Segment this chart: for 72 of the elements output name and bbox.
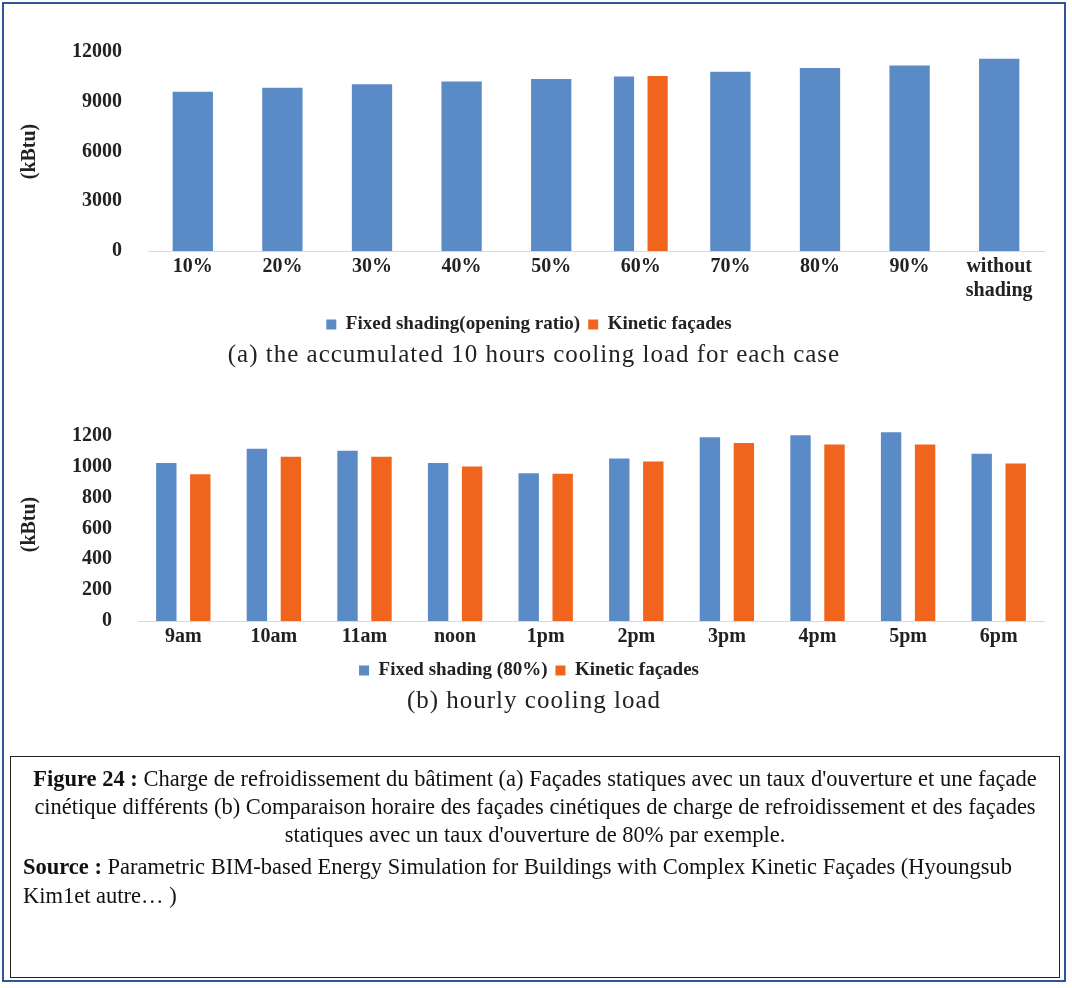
x-tick-label: 9am [164, 624, 202, 647]
bar [1005, 463, 1026, 621]
y-tick-label: 9000 [82, 88, 122, 111]
y-tick-label: 12000 [72, 39, 122, 62]
bar [824, 444, 845, 621]
y-tick-label: 200 [82, 577, 112, 600]
bar [643, 461, 664, 621]
y-tick-label: 600 [82, 515, 112, 538]
bar [172, 91, 213, 251]
bar [552, 473, 573, 621]
bar [914, 444, 936, 621]
x-tick-label: 80% [800, 254, 840, 277]
y-tick-label: 400 [82, 546, 112, 569]
x-tick-label: noon [433, 624, 477, 647]
caption: Figure 24 : Charge de refroidissement du bâtiment (a) Façades statiques avec un taux d'ouverture et une façade cinétique différents (b) Comparaison horaire des façades cinétiques de charge de refroidissement et des façades statiques avec un taux d'ouverture de 80% par exemple. [32, 765, 1038, 850]
y-tick-label: 3000 [82, 188, 122, 211]
text: (b) hourly cooling load [405, 686, 663, 714]
y-tick-label: 1200 [72, 422, 112, 445]
x-tick-label: 6pm [979, 624, 1018, 648]
bar [979, 58, 1020, 251]
bar [351, 84, 393, 251]
bar [156, 463, 177, 621]
x-tick-label: 10am [250, 624, 298, 647]
x-tick-label: 90% [889, 254, 930, 277]
bar [190, 474, 211, 621]
source-note: Source : Parametric BIM-based Energy Simulation for Buildings with Complex Kinetic Façades (Hyoungsub Kim1et autre… ) [23, 853, 1014, 910]
bar [699, 437, 721, 621]
bar [889, 65, 930, 251]
y-tick-label: 0 [102, 608, 112, 631]
x-tick-label: 2pm [617, 624, 656, 648]
y-tick-label: 800 [82, 484, 112, 507]
x-tick-label: 5pm [889, 624, 928, 648]
y-axis-title: (kBtu) [17, 123, 41, 180]
bar [880, 432, 902, 621]
x-tick-label: 40% [441, 254, 482, 277]
bar [246, 448, 268, 621]
y-tick-label: 0 [112, 238, 122, 261]
x-tick-label: 20% [262, 254, 303, 277]
bar [461, 466, 483, 621]
bar [337, 450, 358, 621]
bar [790, 435, 811, 621]
y-axis-title: (kBtu) [17, 496, 41, 553]
bar [518, 473, 539, 621]
y-tick-label: 6000 [82, 138, 122, 161]
bar [733, 442, 755, 621]
x-tick-label: 50% [531, 254, 572, 277]
bar [371, 456, 392, 621]
bar [262, 87, 303, 251]
x-tick-label: 70% [710, 254, 751, 277]
y-tick-label: 1000 [72, 453, 112, 476]
bar [280, 456, 302, 621]
x-tick-label: 1pm [526, 624, 565, 648]
bar [609, 458, 630, 621]
x-tick-label: 11am [341, 624, 388, 647]
x-tick-label: 10% [172, 254, 213, 277]
x-tick-label: 4pm [798, 624, 837, 648]
legend-label: Fixed shading (80%) [378, 658, 548, 681]
legend-label: Kinetic façades [607, 312, 732, 334]
bar [710, 71, 751, 251]
legend-label: Fixed shading(opening ratio) [345, 312, 581, 335]
bar [441, 81, 482, 251]
bar [971, 453, 992, 621]
x-tick-label: without shading [965, 254, 1033, 302]
text: (a) the accumulated 10 hours cooling load for each case [226, 340, 842, 368]
x-tick-label: 3pm [708, 624, 747, 648]
x-tick-label: 30% [352, 254, 392, 277]
bar [427, 463, 449, 621]
legend-label: Kinetic façades [574, 658, 699, 680]
bar [647, 75, 668, 251]
bar [799, 68, 841, 251]
x-tick-label: 60% [620, 254, 661, 277]
bar [531, 79, 572, 251]
